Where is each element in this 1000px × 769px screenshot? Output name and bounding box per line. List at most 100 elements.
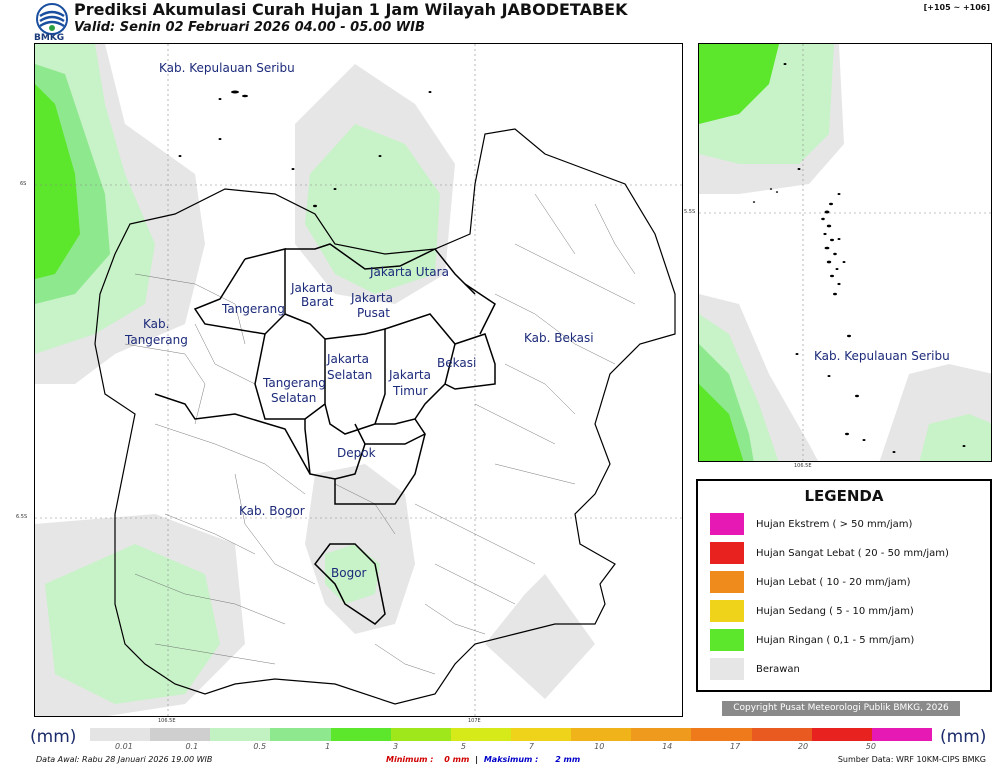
land-outline [94,128,676,705]
minmax-separator: | [475,755,479,764]
colorbar-segment [450,728,511,741]
colorbar-segment [210,728,271,741]
colorbar-tick: 14 [662,742,673,751]
label-jakarta-barat-1: Jakarta [290,281,333,295]
colorbar-tick: 5 [460,742,466,751]
legend-item-sangat-lebat: Hujan Sangat Lebat ( 20 - 50 mm/jam) [710,542,949,564]
maksimum-value: 2 mm [555,755,581,764]
min-max-readout: Minimum : 0 mm | Maksimum : 2 mm [386,755,580,764]
legend-item-lebat: Hujan Lebat ( 10 - 20 mm/jam) [710,571,910,593]
colorbar-tick: 0.5 [253,742,267,751]
colorbar-segment [270,728,331,741]
lon-tick-106-5e-outside: 106.5E [158,718,176,724]
colorbar-segment [631,728,692,741]
label-jakarta-selatan-1: Jakarta [326,352,369,366]
colorbar-ticks: 0.01 0.1 0.5 1 3 5 7 10 14 17 20 50 [90,742,932,754]
legend-swatch [710,571,744,593]
district-boundaries [124,193,636,675]
label-kab-bogor: Kab. Bogor [239,504,305,518]
coord-range: [+105 ~ +106] [923,3,990,12]
minimum-label: Minimum : [386,755,434,764]
legend-label: Hujan Ringan ( 0,1 - 5 mm/jam) [756,634,915,646]
colorbar-segment [811,728,872,741]
label-jakarta-utara: Jakarta Utara [369,265,449,279]
colorbar-tick: 7 [528,742,534,751]
legend-swatch [710,600,744,622]
light-rain-areas [35,44,440,704]
inset-lon-tick: 106.5E [794,463,812,469]
main-map: Kab. Kepulauan Seribu Jakarta Utara Jaka… [34,43,683,717]
data-source: Sumber Data: WRF 10KM-CIPS BMKG [837,755,986,764]
legend-label: Berawan [756,663,800,675]
colorbar-segment [751,728,812,741]
minimum-value: 0 mm [444,755,470,764]
legend-swatch [710,542,744,564]
legend-label: Hujan Sangat Lebat ( 20 - 50 mm/jam) [756,547,949,559]
legend-item-ekstrem: Hujan Ekstrem ( > 50 mm/jam) [710,513,912,535]
logo-text: BMKG [34,33,65,43]
colorbar-segment [510,728,572,741]
label-jakarta-timur-2: Timur [392,384,428,398]
islands [178,90,432,208]
colorbar-tick: 0.1 [185,742,199,751]
legend-label: Hujan Lebat ( 10 - 20 mm/jam) [756,576,911,588]
label-tangerang-selatan-1: Tangerang [262,376,326,390]
lat-tick-6-5s-outside: 6.5S [16,514,28,520]
colorbar-tick: 0.01 [115,742,133,751]
region-labels: Kab. Kepulauan Seribu Jakarta Utara Jaka… [124,61,594,580]
lat-tick-6s-outside: 6S [20,181,27,187]
label-kepulauan-seribu: Kab. Kepulauan Seribu [159,61,295,75]
valid-time: Valid: Senin 02 Februari 2026 04.00 - 05… [74,20,425,35]
colorbar-tick: 17 [729,742,741,751]
label-depok: Depok [337,446,376,460]
maksimum-label: Maksimum : [483,755,539,764]
inset-label-kepulauan-seribu: Kab. Kepulauan Seribu [814,349,950,363]
legend-label: Hujan Ekstrem ( > 50 mm/jam) [756,518,913,530]
colorbar-tick: 50 [865,742,876,751]
colorbar-segment [330,728,391,741]
label-jakarta-pusat-1: Jakarta [350,291,393,305]
label-tangerang: Tangerang [221,302,285,316]
copyright-badge: Copyright Pusat Meteorologi Publik BMKG,… [722,701,960,716]
colorbar-segment [691,728,752,741]
page-title: Prediksi Akumulasi Curah Hujan 1 Jam Wil… [74,0,628,19]
inset-grid-lines [699,44,991,461]
colorbar-unit-right: (mm) [940,727,987,747]
label-bekasi: Bekasi [437,356,476,370]
label-tangerang-selatan-2: Selatan [271,391,316,405]
legend-title: LEGENDA [804,487,884,505]
colorbar-unit-left: (mm) [30,727,77,747]
data-awal: Data Awal: Rabu 28 Januari 2026 19.00 WI… [36,755,213,764]
legend-swatch [710,629,744,651]
regency-boundaries [154,243,496,625]
inset-map-canvas: Kab. Kepulauan Seribu [699,44,991,461]
colorbar-tick: 1 [325,742,331,751]
colorbar-segment [871,728,932,741]
label-kab-tangerang-1: Kab. [143,317,169,331]
inset-light-rain-areas [699,44,991,461]
main-map-canvas: Kab. Kepulauan Seribu Jakarta Utara Jaka… [35,44,682,716]
colorbar-segment [571,728,632,741]
colorbar-tick: 20 [797,742,809,751]
label-jakarta-pusat-2: Pusat [357,306,390,320]
label-jakarta-barat-2: Barat [301,295,334,309]
legend-swatch [710,513,744,535]
inset-lat-tick: 5.5S [684,209,696,215]
legend: LEGENDA Hujan Ekstrem ( > 50 mm/jam) Huj… [696,479,992,692]
label-kab-tangerang-2: Tangerang [124,333,188,347]
label-jakarta-selatan-2: Selatan [327,368,372,382]
colorbar-segment [90,728,151,741]
colorbar-tick: 3 [393,742,399,751]
legend-item-sedang: Hujan Sedang ( 5 - 10 mm/jam) [710,600,914,622]
legend-label: Hujan Sedang ( 5 - 10 mm/jam) [756,605,914,617]
inset-map: Kab. Kepulauan Seribu [698,43,992,462]
label-bogor: Bogor [331,566,367,580]
legend-swatch [710,658,744,680]
colorbar-segment [390,728,451,741]
colorbar [90,728,932,741]
lon-tick-107e-outside: 107E [468,718,481,724]
label-kab-bekasi: Kab. Bekasi [524,331,594,345]
colorbar-segment [150,728,211,741]
colorbar-tick: 10 [594,742,605,751]
legend-item-berawan: Berawan [710,658,800,680]
